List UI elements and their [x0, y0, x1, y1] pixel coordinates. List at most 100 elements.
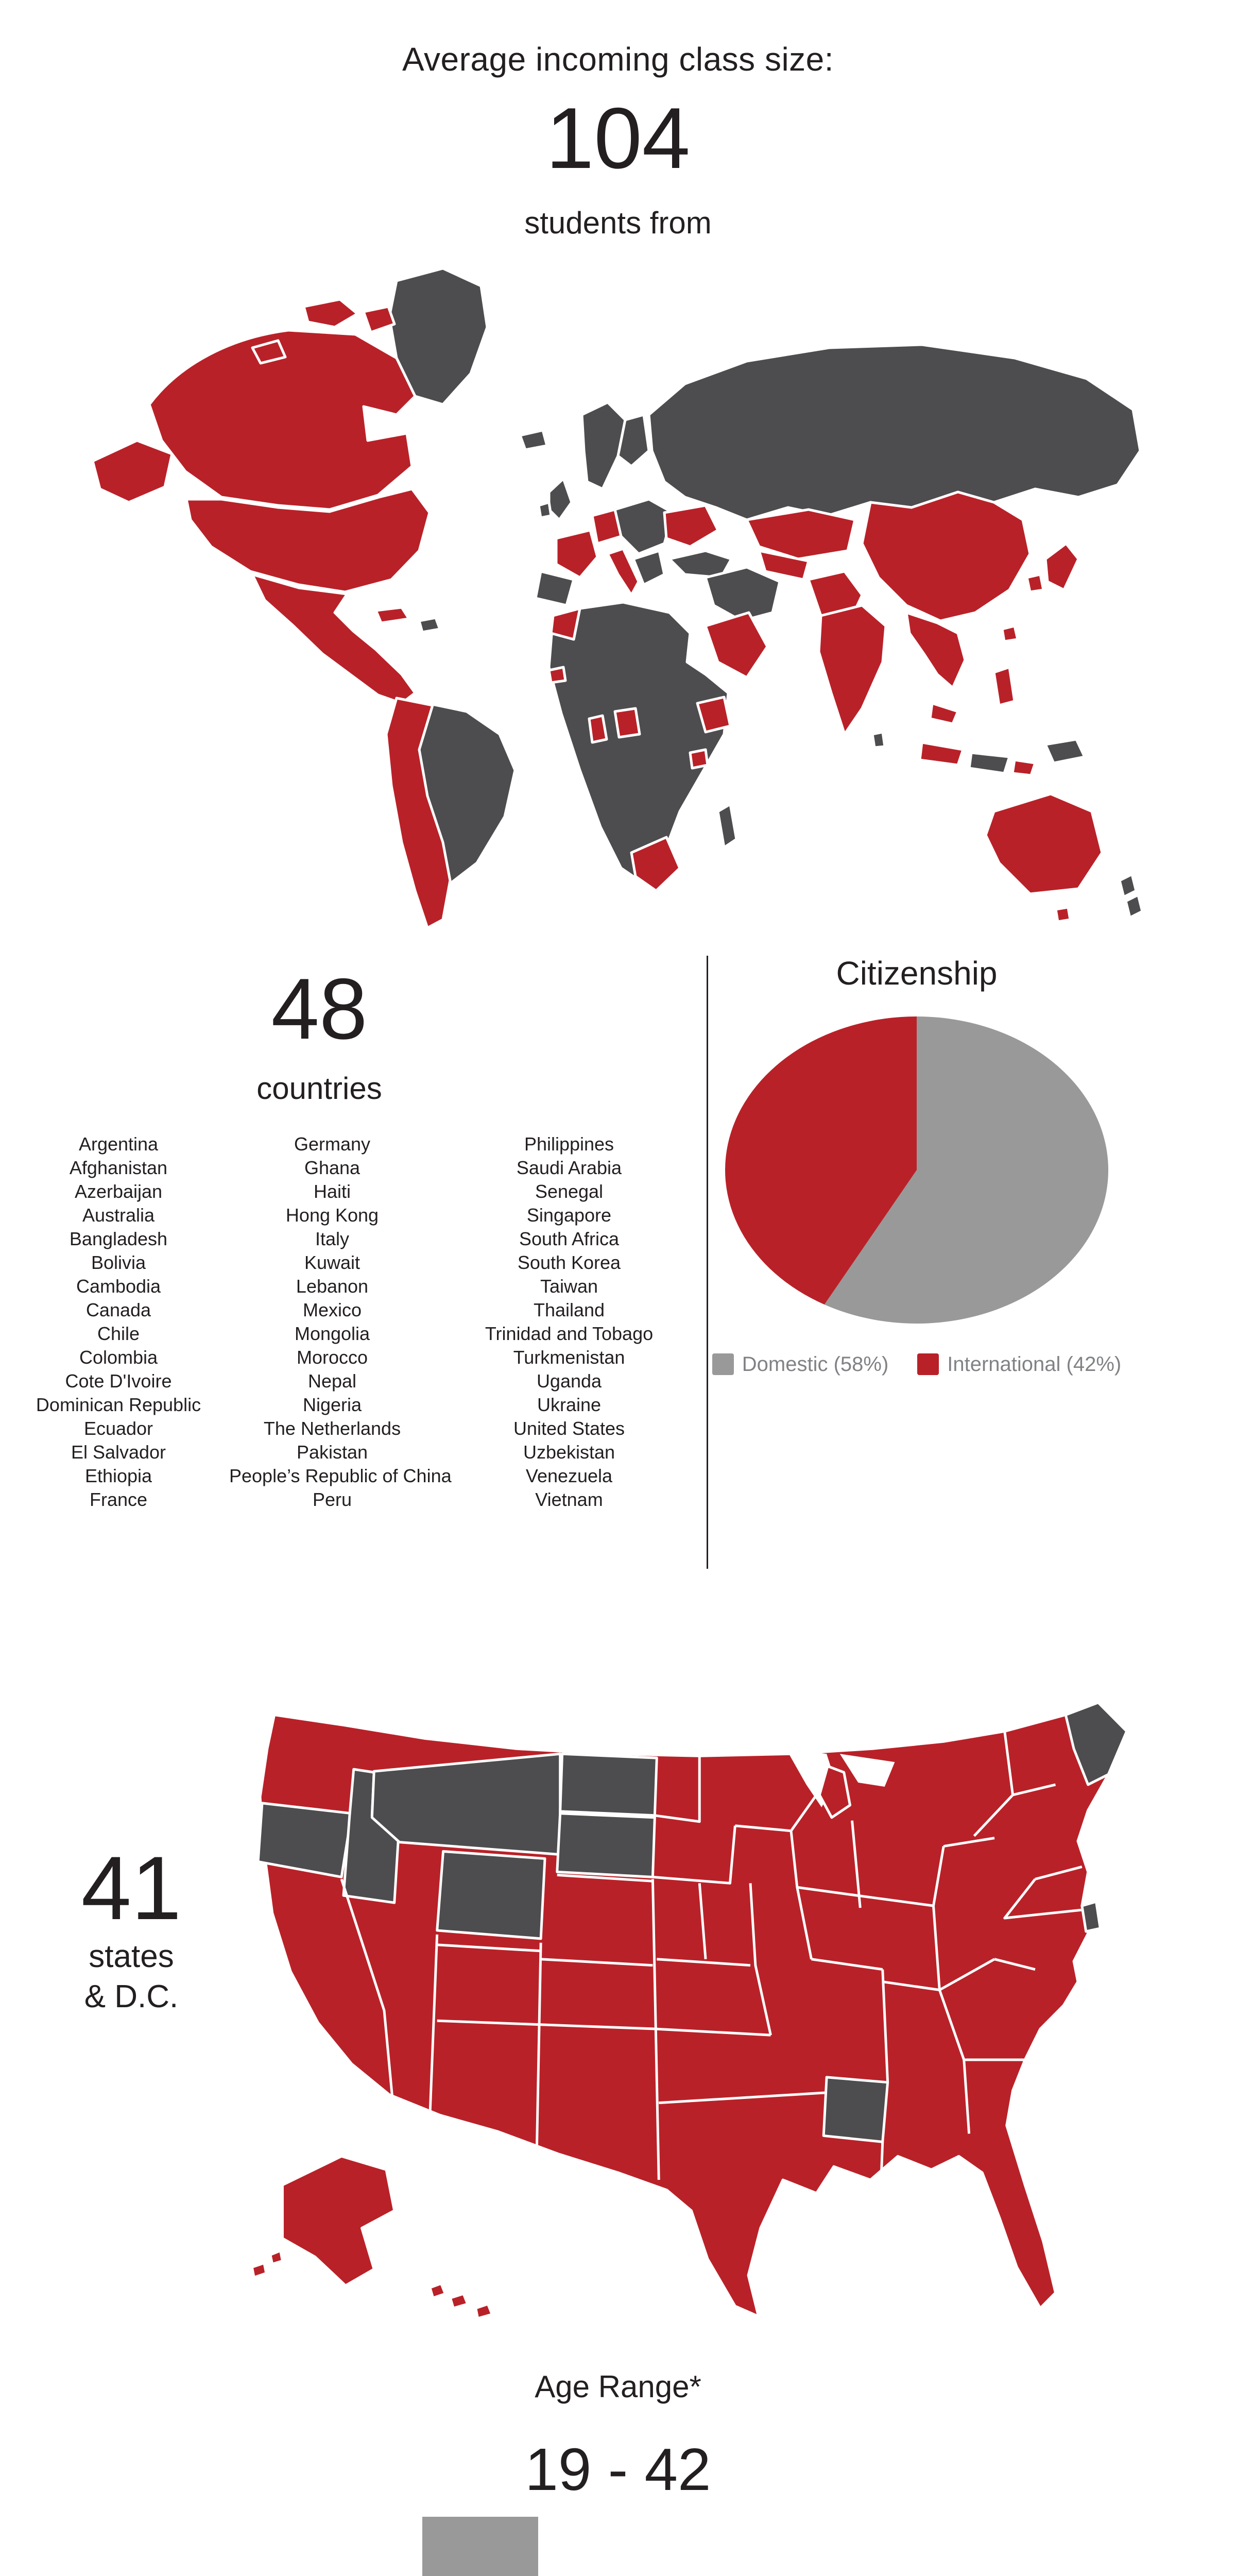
pie-slice-international — [725, 1016, 917, 1305]
country-item: South Africa — [519, 1228, 620, 1249]
map-region-france — [555, 529, 599, 579]
map-region-philippines — [992, 666, 1016, 707]
country-item: Ghana — [304, 1157, 360, 1178]
map-region-australia — [984, 792, 1104, 895]
map-region-ukraine — [663, 504, 719, 548]
us-state-maine — [1064, 1701, 1128, 1786]
page-title: Average incoming class size: — [402, 41, 834, 78]
map-region-japan — [1044, 542, 1080, 591]
country-item: Senegal — [535, 1181, 604, 1202]
world-map — [91, 267, 1144, 929]
class-size-number: 104 — [545, 90, 691, 187]
country-item: Azerbaijan — [74, 1181, 163, 1202]
map-region-south-america-west — [385, 697, 452, 929]
country-item: Mexico — [302, 1299, 362, 1320]
map-region-south-africa — [630, 836, 681, 892]
states-label: states — [89, 1939, 174, 1974]
us-state-hawaii — [428, 2282, 447, 2299]
legend-swatch — [917, 1353, 939, 1375]
map-region-russia-asia — [647, 343, 1142, 521]
map-region-ghana — [588, 714, 608, 744]
map-region-usa — [185, 487, 431, 594]
country-item: Uganda — [536, 1370, 602, 1392]
map-region-india — [817, 604, 887, 736]
country-item: Chile — [97, 1323, 140, 1344]
map-region-alaska — [91, 439, 174, 504]
country-item: Nigeria — [302, 1394, 362, 1415]
us-map — [250, 1701, 1128, 2320]
legend-label: Domestic (58%) — [742, 1352, 889, 1376]
legend-swatch — [712, 1353, 734, 1375]
country-item: Thailand — [533, 1299, 605, 1320]
country-item: Afghanistan — [69, 1157, 168, 1178]
country-item: Saudi Arabia — [516, 1157, 622, 1178]
pie-slice-domestic — [824, 1016, 1108, 1324]
us-state-south-dakota — [556, 1812, 656, 1878]
age-range-value: 19 - 42 — [525, 2436, 711, 2503]
map-region-italy — [606, 547, 640, 597]
country-item: Venezuela — [525, 1465, 613, 1486]
age-range-title: Age Range* — [535, 2369, 701, 2404]
country-item: Turkmenistan — [513, 1347, 625, 1368]
country-item: Pakistan — [296, 1442, 368, 1463]
us-state-borders — [340, 1731, 1083, 2207]
us-state-arkansas — [822, 2076, 889, 2143]
country-item: Cambodia — [76, 1276, 161, 1297]
country-item: Colombia — [79, 1347, 158, 1368]
country-item: Hong Kong — [285, 1205, 379, 1226]
us-state-delaware — [1080, 1900, 1102, 1933]
citizenship-pie — [725, 1016, 1108, 1324]
country-item: Morocco — [296, 1347, 368, 1368]
country-item: Bangladesh — [69, 1228, 168, 1249]
country-item: The Netherlands — [263, 1418, 401, 1439]
country-column-3: Philippines Saudi Arabia Senegal Singapore S… — [466, 1132, 672, 1512]
map-region-south-korea — [1025, 573, 1045, 594]
country-item: Argentina — [78, 1133, 159, 1155]
states-count: 41 — [81, 1838, 182, 1939]
country-column-1: Argentina Afghanistan Azerbaijan Australia B… — [15, 1132, 221, 1512]
country-item: Peru — [312, 1489, 352, 1510]
country-item: Bolivia — [91, 1252, 146, 1273]
country-item: Haiti — [313, 1181, 351, 1202]
legend-label: International (42%) — [947, 1352, 1122, 1376]
section-divider-line — [707, 956, 708, 1569]
map-region-africa — [547, 601, 730, 885]
country-item: Canada — [85, 1299, 151, 1320]
legend-item: International (42%) — [917, 1353, 1121, 1376]
map-region-mexico-central-america — [251, 573, 417, 705]
map-region-nigeria — [613, 707, 641, 739]
country-count: 48 — [271, 960, 368, 1057]
class-size-subtitle: students from — [524, 206, 712, 240]
map-region-kazakhstan — [745, 508, 856, 561]
country-item: Vietnam — [535, 1489, 603, 1510]
country-item: Taiwan — [540, 1276, 598, 1297]
country-item: Kuwait — [304, 1252, 360, 1273]
us-state-north-dakota — [559, 1752, 658, 1817]
us-state-alaska — [281, 2155, 396, 2287]
country-item: Cote D'Ivoire — [65, 1370, 172, 1392]
map-region-china — [861, 490, 1032, 622]
country-item: Singapore — [526, 1205, 612, 1226]
country-item: Germany — [294, 1133, 371, 1155]
country-item: South Korea — [517, 1252, 621, 1273]
country-item: People’s Republic of China — [229, 1465, 452, 1486]
country-item: Philippines — [524, 1133, 614, 1155]
country-item: Mongolia — [294, 1323, 370, 1344]
citizenship-legend: Domestic (58%) International (42%) — [711, 1351, 1123, 1378]
citizenship-title: Citizenship — [836, 955, 998, 992]
country-item: United States — [513, 1418, 625, 1439]
country-item: Uzbekistan — [523, 1442, 615, 1463]
map-region-morocco — [550, 607, 581, 641]
us-state-oregon — [256, 1802, 353, 1878]
country-item: Ecuador — [83, 1418, 153, 1439]
country-item: France — [89, 1489, 148, 1510]
country-item: Nepal — [307, 1370, 357, 1392]
country-item: Ethiopia — [84, 1465, 152, 1486]
country-item: Lebanon — [296, 1276, 369, 1297]
map-region-greenland — [388, 267, 489, 406]
legend-item: Domestic (58%) — [712, 1352, 889, 1376]
map-region-canada — [148, 329, 417, 511]
us-state-wyoming — [436, 1850, 546, 1940]
age-bar-chart — [422, 2517, 824, 2576]
